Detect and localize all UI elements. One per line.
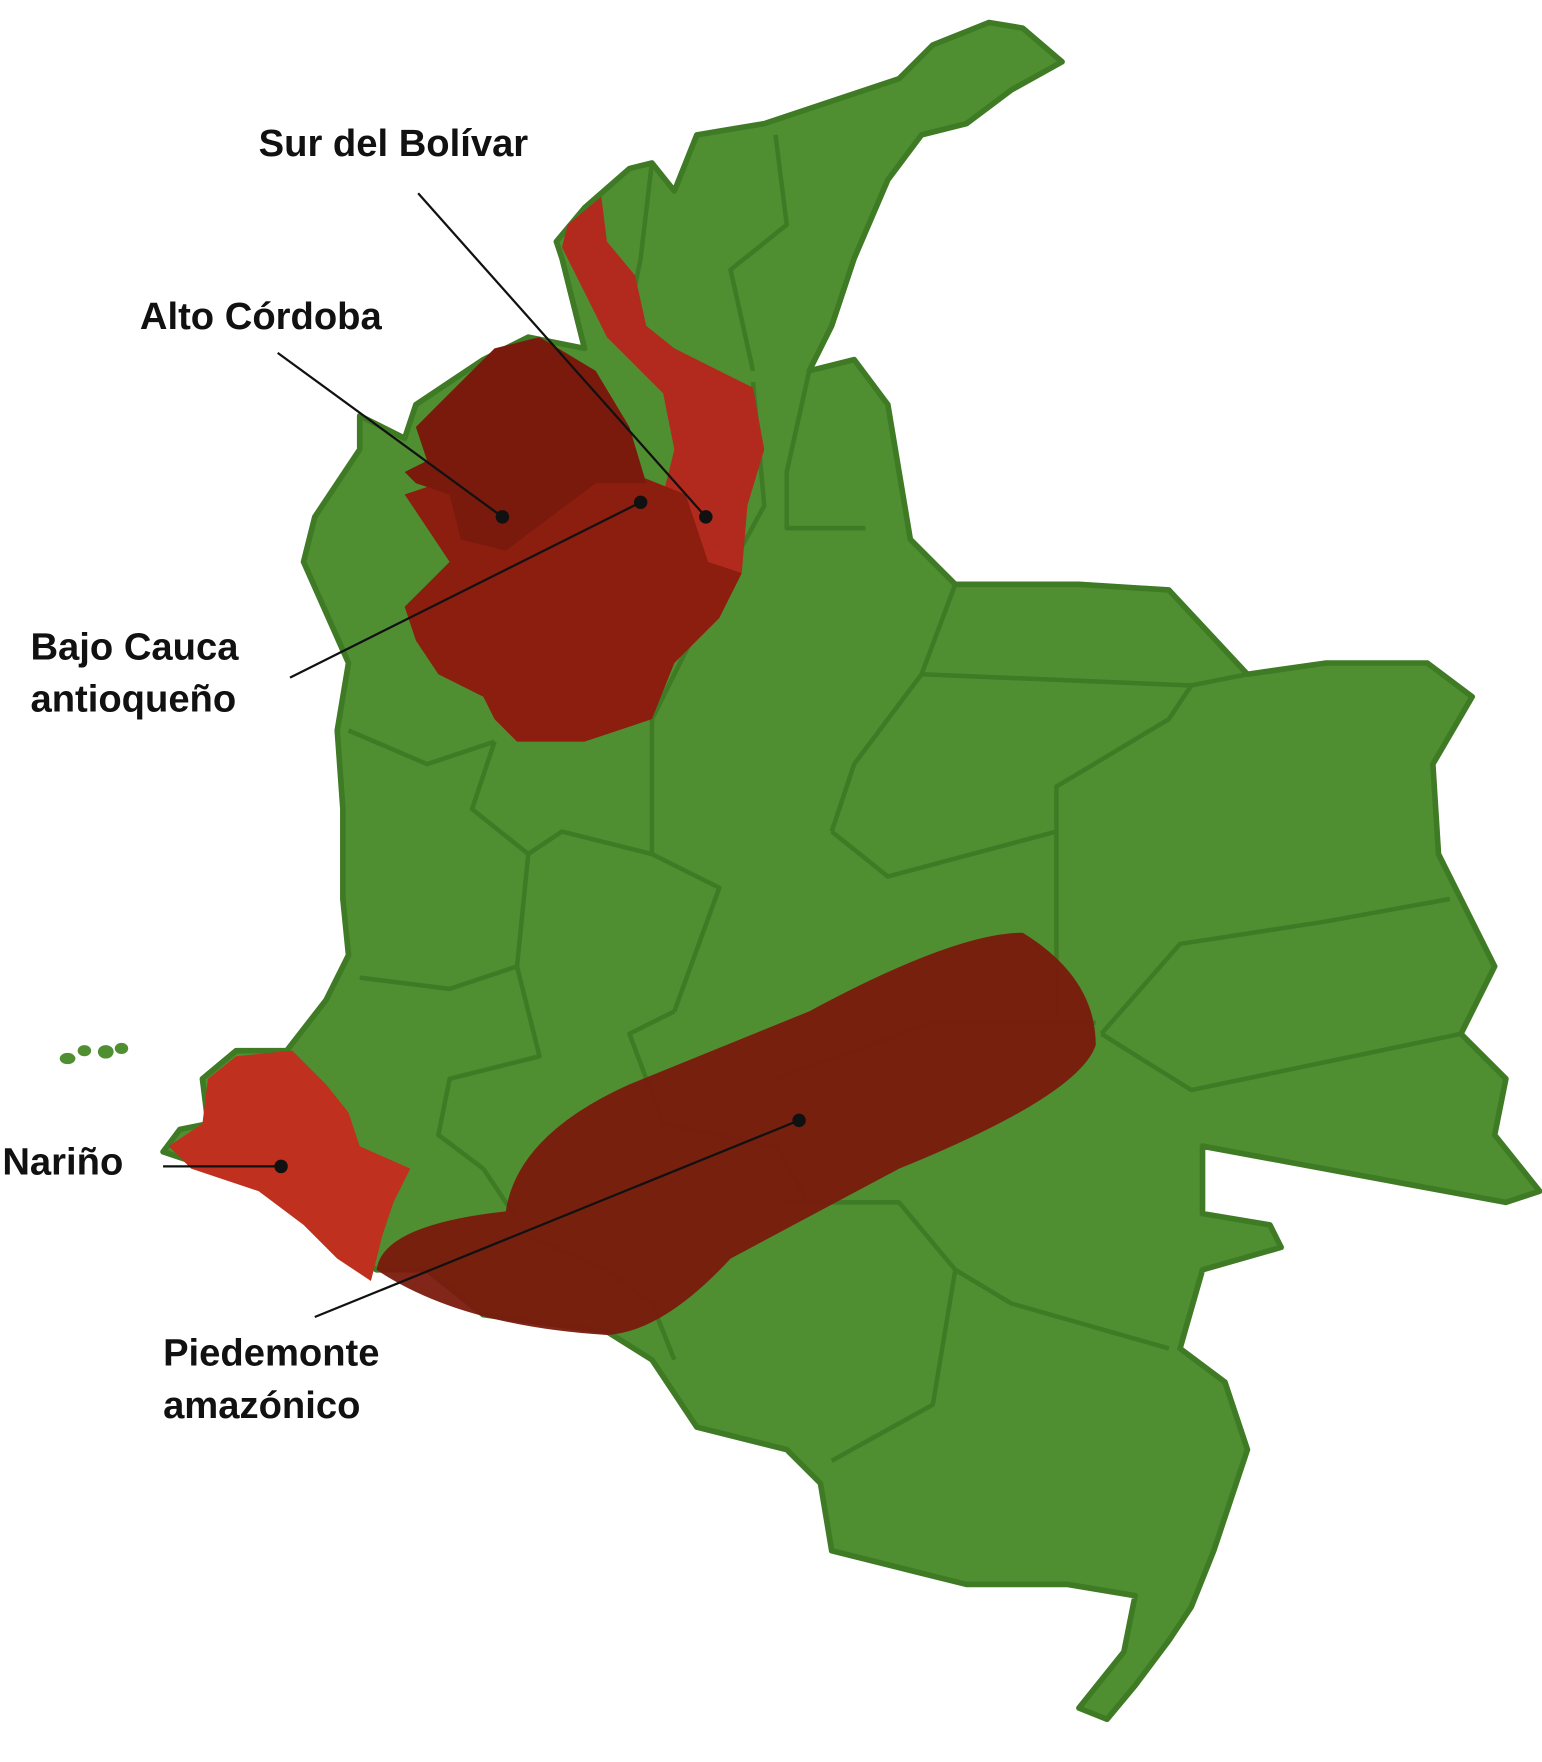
leader-line <box>417 192 707 518</box>
label: Nariño <box>2 1140 123 1183</box>
leader-dot <box>495 510 510 524</box>
label: Piedemonte <box>163 1331 379 1374</box>
country <box>160 19 1542 1723</box>
leader-line <box>277 351 504 518</box>
region-alto-cordoba <box>404 337 647 551</box>
label: Alto Córdoba <box>140 295 383 338</box>
region-sur-del-bolivar <box>561 196 765 585</box>
region-narino <box>168 1050 411 1282</box>
leader-dot <box>274 1159 288 1174</box>
leader-line <box>289 501 642 679</box>
label: Bajo Cauca <box>30 626 239 669</box>
leader-dot <box>633 495 648 510</box>
leader-line <box>314 1119 800 1319</box>
label: amazónico <box>163 1384 360 1427</box>
region-piedemonte <box>376 932 1096 1335</box>
label: antioqueño <box>30 677 236 720</box>
leader-dot <box>699 510 713 524</box>
islands <box>59 1042 129 1065</box>
leaders <box>163 192 806 1319</box>
label: Sur del Bolívar <box>259 122 529 165</box>
leader-dot <box>792 1113 806 1128</box>
